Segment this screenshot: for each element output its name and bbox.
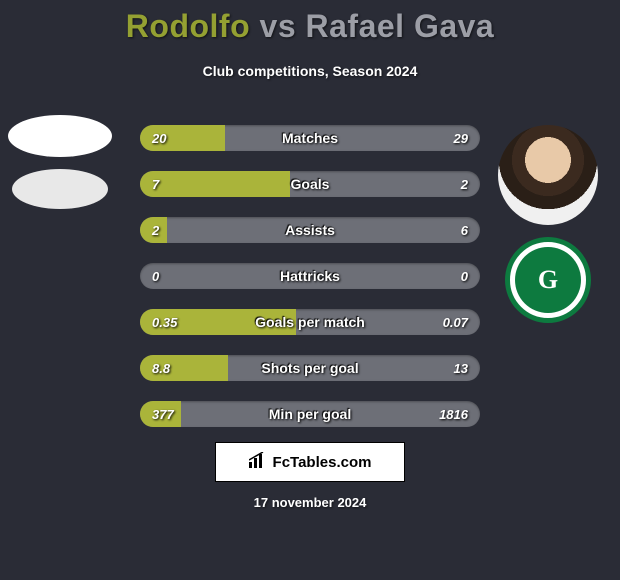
stat-value-left: 2 — [152, 217, 159, 243]
stat-value-right: 13 — [454, 355, 468, 381]
footer-brand-text: FcTables.com — [273, 454, 372, 471]
left-avatar-column — [8, 115, 113, 209]
subtitle: Club competitions, Season 2024 — [0, 63, 620, 79]
stat-value-left: 377 — [152, 401, 174, 427]
stat-value-right: 29 — [454, 125, 468, 151]
vs-text: vs — [260, 8, 297, 44]
stat-value-left: 0 — [152, 263, 159, 289]
stat-row: 8.813Shots per goal — [140, 355, 480, 381]
stat-value-right: 0 — [461, 263, 468, 289]
player1-name: Rodolfo — [126, 8, 250, 44]
footer-brand[interactable]: FcTables.com — [215, 442, 405, 482]
stat-row: 72Goals — [140, 171, 480, 197]
footer-date: 17 november 2024 — [0, 495, 620, 510]
stat-row: 0 0Hattricks — [140, 263, 480, 289]
stat-row: 377 1816Min per goal — [140, 401, 480, 427]
player2-club-logo: G — [505, 237, 591, 323]
player1-avatar — [8, 115, 112, 157]
stat-row: 2 6Assists — [140, 217, 480, 243]
stat-value-left: 20 — [152, 125, 166, 151]
chart-icon — [249, 452, 267, 473]
stat-value-right: 0.07 — [443, 309, 468, 335]
bar-fill-left — [140, 171, 290, 197]
comparison-title: Rodolfo vs Rafael Gava — [0, 0, 620, 45]
stat-row: 2029Matches — [140, 125, 480, 151]
stat-value-right: 1816 — [439, 401, 468, 427]
stat-value-left: 7 — [152, 171, 159, 197]
right-avatar-column: G — [498, 125, 598, 323]
stat-value-right: 6 — [461, 217, 468, 243]
stat-label: Assists — [140, 217, 480, 243]
player1-club-logo — [12, 169, 108, 209]
stat-value-left: 0.35 — [152, 309, 177, 335]
stat-label: Hattricks — [140, 263, 480, 289]
club-letter: G — [538, 266, 558, 295]
stat-row: 0.350.07Goals per match — [140, 309, 480, 335]
player2-name: Rafael Gava — [306, 8, 495, 44]
stats-bars: 2029Matches72Goals26Assists00Hattricks0.… — [140, 125, 480, 447]
club-badge-inner: G — [515, 247, 581, 313]
stat-value-left: 8.8 — [152, 355, 170, 381]
stat-value-right: 2 — [461, 171, 468, 197]
player2-avatar — [498, 125, 598, 225]
stat-label: Min per goal — [140, 401, 480, 427]
